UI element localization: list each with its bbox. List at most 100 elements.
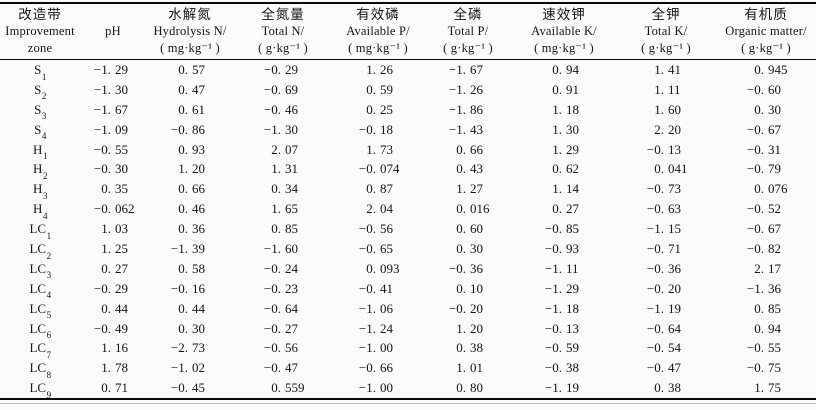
cell-available-k: −1. 29 [544,280,579,296]
cell-hydrolysis-n: 0. 66 [178,181,205,197]
cell-zone: H4 [33,201,48,221]
cell-ph: −0. 55 [93,141,128,157]
header-line: Total K/ [644,24,688,38]
cell-organic-matter: −0. 67 [746,221,781,237]
cell-zone: LC1 [29,221,52,241]
cell-available-k: 0. 91 [552,81,579,97]
cell-hydrolysis-n: −0. 16 [170,280,205,296]
table-row: LC5 0. 44 0. 44 −0. 64 −1. 06 −0. 20 −1. 18 −1. 19 0. 85 [0,299,816,321]
cell-total-p: 0. 60 [456,221,483,237]
header-line: zone [27,41,53,55]
cell-hydrolysis-n: 0. 30 [178,320,205,336]
cell-available-p: −0. 41 [358,280,393,296]
column-header-hydrolysis-n: 水解氮 Hydrolysis N/ ( mg·kg⁻¹ ) [146,3,234,60]
header-line: 有效磷 [356,7,400,22]
cell-total-n: −0. 24 [263,260,298,276]
cell-hydrolysis-n: 0. 58 [178,260,205,276]
column-header-available-k: 速效钾 Available K/ ( mg·kg⁻¹ ) [512,3,616,60]
cell-hydrolysis-n: 0. 44 [178,300,205,316]
cell-hydrolysis-n: 0. 46 [178,201,205,217]
table-row: LC9 0. 71 −0. 45 0. 559 −1. 00 0. 80 −1. 19 0. 38 1. 75 [0,378,816,399]
cell-hydrolysis-n: −0. 45 [170,380,205,396]
cell-ph: 0. 44 [101,300,128,316]
header-line: ( mg·kg⁻¹ ) [534,41,594,55]
header-line: 全钾 [651,7,681,22]
cell-organic-matter: −0. 82 [746,240,781,256]
cell-zone: H2 [33,161,48,181]
cell-total-n: −0. 23 [263,280,298,296]
soil-nutrient-table: 改造带 Improvement zone pH 水解氮 Hydrolysis N/ ( mg… [0,2,816,400]
cell-total-n: −0. 29 [263,61,298,77]
column-header-ph: pH [80,3,146,60]
cell-available-p: −1. 00 [358,340,393,356]
cell-total-p: −1. 86 [448,101,483,117]
cell-available-k: −0. 85 [544,221,579,237]
cell-available-p: −0. 56 [358,221,393,237]
cell-total-p: −1. 43 [448,121,483,137]
column-header-total-n: 全氮量 Total N/ ( g·kg⁻¹ ) [234,3,332,60]
table-row: H3 0. 35 0. 66 0. 34 0. 87 1. 27 1. 14 −0. 73 0. 076 [0,179,816,200]
cell-available-k: −0. 59 [544,340,579,356]
cell-zone: LC9 [29,380,52,400]
column-header-organic-matter: 有机质 Organic matter/ ( g·kg⁻¹ ) [716,3,816,60]
cell-organic-matter: −0. 55 [746,340,781,356]
cell-hydrolysis-n: 0. 61 [178,101,205,117]
cell-total-k: 1. 60 [654,101,681,117]
header-line: ( g·kg⁻¹ ) [443,41,493,55]
table-row: S2 −1. 30 0. 47 −0. 69 0. 59 −1. 26 0. 91 1. 11 −0. 60 [0,80,816,101]
header-line: ( mg·kg⁻¹ ) [160,41,220,55]
cell-available-p: −1. 00 [358,380,393,396]
bottom-rule [0,403,816,405]
table-row: LC1 1. 03 0. 36 0. 85 −0. 56 0. 60 −0. 85 −1. 15 −0. 67 [0,219,816,241]
cell-zone: LC4 [29,280,52,301]
cell-organic-matter: 0. 945 [754,61,788,77]
cell-total-p: 0. 10 [456,280,483,296]
cell-total-p: 1. 01 [456,360,483,376]
cell-hydrolysis-n: −2. 73 [170,340,205,356]
cell-total-n: −0. 69 [263,81,298,97]
table-row: LC4 −0. 29 −0. 16 −0. 23 −0. 41 0. 10 −1. 29 −0. 20 −1.… [0,279,816,301]
cell-available-k: 0. 62 [552,161,579,177]
cell-total-k: −0. 47 [646,360,681,376]
cell-available-k: 1. 30 [552,121,579,137]
cell-total-n: 0. 559 [271,380,305,396]
cell-total-n: 2. 07 [271,141,298,157]
header-line: Available P/ [346,24,410,38]
header-line: 水解氮 [168,7,212,22]
cell-hydrolysis-n: −1. 39 [170,240,205,256]
cell-ph: −0. 49 [93,320,128,336]
table-body: S1 −1. 29 0. 57 −0. 29 1. 26 −1. 67 0. 94 1. 41 0. 945 S2… [0,60,816,399]
cell-total-k: −0. 36 [646,260,681,276]
cell-total-p: 0. 016 [456,201,490,217]
cell-total-p: 0. 66 [456,141,483,157]
header-line: ( g·kg⁻¹ ) [258,41,308,55]
cell-total-n: −1. 60 [263,240,298,256]
cell-zone: LC5 [29,300,52,321]
cell-total-p: 0. 43 [456,161,483,177]
header-line: 有机质 [744,7,788,22]
cell-available-k: 1. 29 [552,141,579,157]
cell-organic-matter: −0. 60 [746,81,781,97]
cell-total-k: 2. 20 [654,121,681,137]
cell-total-k: −0. 64 [646,320,681,336]
cell-hydrolysis-n: 0. 57 [178,61,205,77]
cell-available-p: 0. 25 [366,101,393,117]
cell-total-k: 0. 041 [654,161,688,177]
cell-total-p: −0. 20 [448,300,483,316]
cell-organic-matter: −1. 36 [746,280,781,296]
table-row: S4 −1. 09 −0. 86 −1. 30 −0. 18 −1. 43 1. 30 2. 20 −0. 67 [0,120,816,141]
cell-total-k: 0. 38 [654,380,681,396]
cell-total-n: 0. 34 [271,181,298,197]
cell-zone: S1 [34,61,47,82]
cell-total-k: −0. 63 [646,201,681,217]
cell-ph: −0. 30 [93,161,128,177]
cell-ph: −1. 29 [93,61,128,77]
header-line: 全磷 [453,7,483,22]
cell-total-p: 0. 80 [456,380,483,396]
table-header: 改造带 Improvement zone pH 水解氮 Hydrolysis N/ ( mg… [0,3,816,60]
header-row: 改造带 Improvement zone pH 水解氮 Hydrolysis N/ ( mg… [0,3,816,60]
cell-available-p: −1. 06 [358,300,393,316]
table-row: H2 −0. 30 1. 20 1. 31 −0. 074 0. 43 0. 62 0. 041 −0. 79 [0,159,816,181]
cell-available-k: −1. 11 [544,260,579,276]
